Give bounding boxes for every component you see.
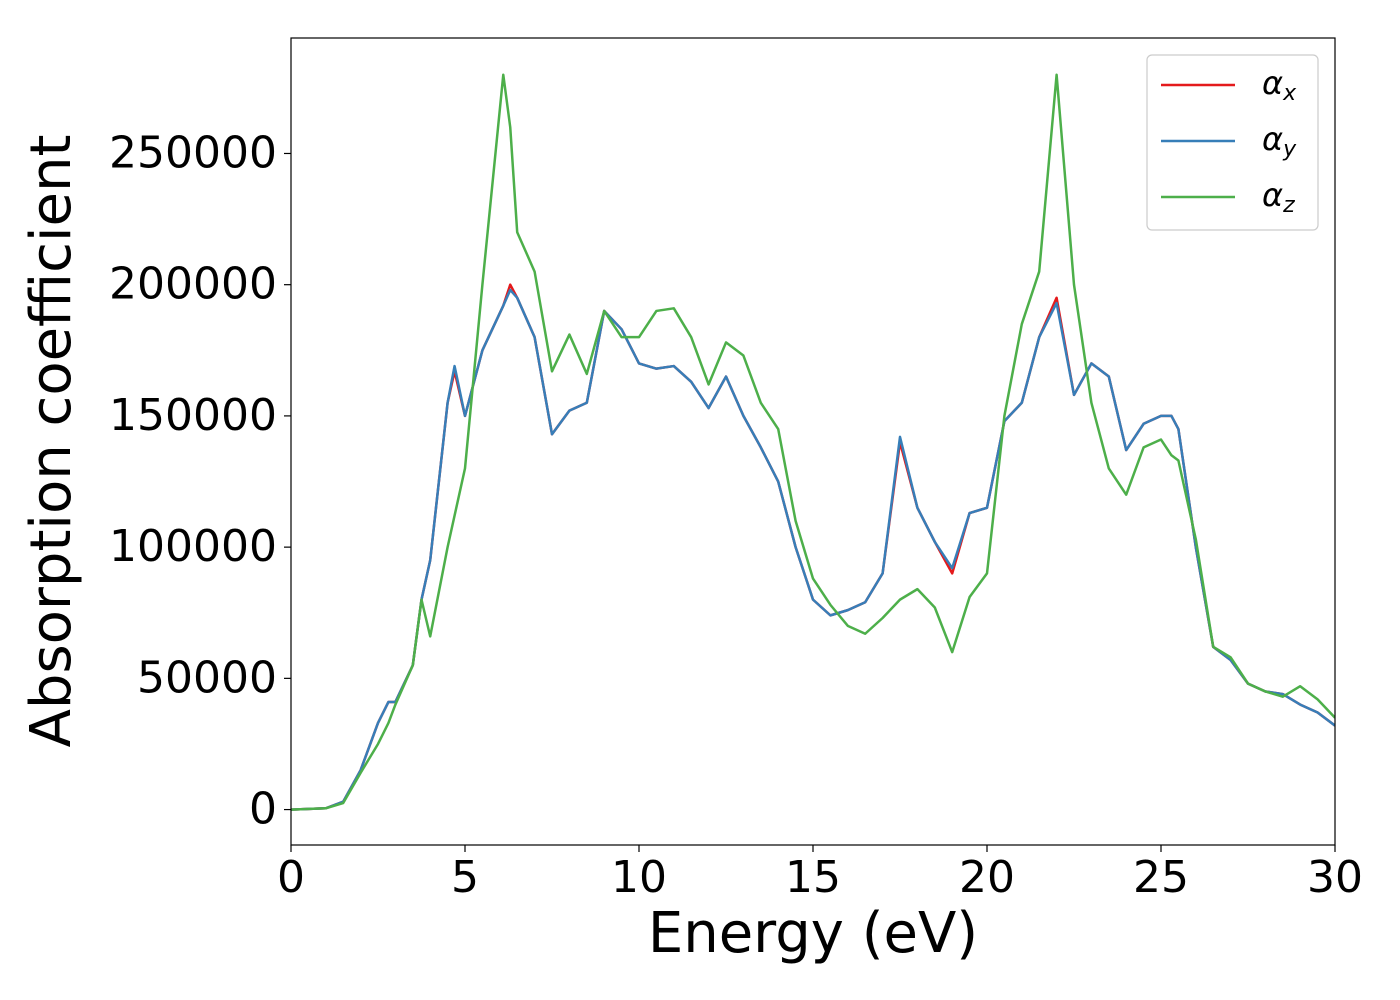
x-tick-label: 30 xyxy=(1307,852,1363,903)
y-tick-label: 250000 xyxy=(109,127,277,178)
y-tick-label: 0 xyxy=(249,784,277,835)
plot-frame xyxy=(290,37,1336,846)
x-tick-label: 5 xyxy=(451,852,479,903)
series-line xyxy=(291,288,1335,811)
y-tick-label: 200000 xyxy=(109,259,277,310)
y-tick-label: 50000 xyxy=(137,652,277,703)
y-axis-label: Absorption coefficient xyxy=(19,135,84,748)
legend-box xyxy=(1146,54,1319,231)
x-axis-label: Energy (eV) xyxy=(648,901,978,966)
y-tick-label: 100000 xyxy=(109,521,277,572)
x-tick-label: 25 xyxy=(1133,852,1189,903)
x-tick-label: 15 xyxy=(785,852,841,903)
x-tick-label: 20 xyxy=(959,852,1015,903)
series-line xyxy=(291,73,1335,811)
y-tick-label: 150000 xyxy=(109,390,277,441)
x-tick-label: 10 xyxy=(611,852,667,903)
x-tick-label: 0 xyxy=(277,852,305,903)
